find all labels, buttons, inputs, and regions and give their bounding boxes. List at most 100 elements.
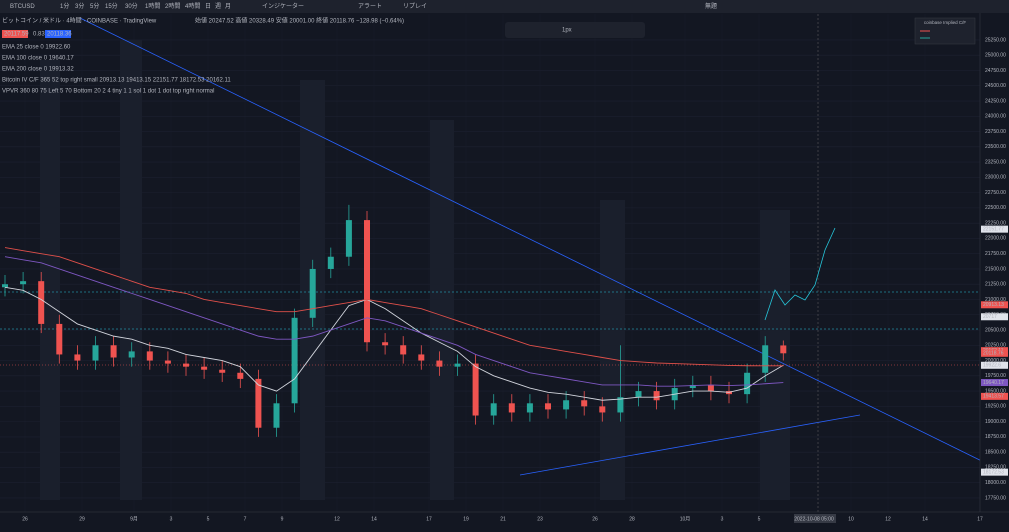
candle-body xyxy=(635,391,642,398)
x-tick-label: 3 xyxy=(721,516,724,522)
ema-line xyxy=(4,247,784,367)
interval[interactable]: 日 xyxy=(205,3,211,10)
y-tick-label: 23500.00 xyxy=(985,144,1006,150)
candle-body xyxy=(526,403,533,413)
candle-body xyxy=(653,391,660,401)
candle-body xyxy=(382,342,389,346)
ema-line xyxy=(4,256,784,387)
interval[interactable]: 1分 xyxy=(60,2,69,10)
candle-body xyxy=(707,384,714,392)
x-tick-label: 26 xyxy=(22,516,28,522)
candle-body xyxy=(2,284,8,288)
price-label-box xyxy=(981,361,1008,369)
y-tick-label: 18750.00 xyxy=(985,434,1006,440)
price-label: 22151.77 xyxy=(983,226,1004,232)
trend-line xyxy=(519,414,861,476)
price-label-box xyxy=(981,313,1008,321)
panel-title: coinbase Implied C/F xyxy=(924,20,967,25)
candle-body xyxy=(38,281,45,324)
interval[interactable]: 30分 xyxy=(125,2,138,10)
x-tick-label: 7 xyxy=(244,516,247,522)
candle-body xyxy=(780,345,787,354)
candle-body xyxy=(183,363,189,367)
price-label: 20913.13 xyxy=(983,302,1004,308)
candle-body xyxy=(689,384,696,389)
y-tick-label: 21250.00 xyxy=(985,282,1006,288)
y-tick-label: 19750.00 xyxy=(985,373,1006,379)
buy-price: 20118.36 xyxy=(47,32,72,38)
candle-body xyxy=(744,372,751,395)
y-tick-label: 25000.00 xyxy=(985,53,1006,59)
candle-body xyxy=(563,400,570,410)
interval[interactable]: 3分 xyxy=(75,2,84,10)
candle-body xyxy=(110,345,117,358)
candle-body xyxy=(219,369,226,373)
candle-body xyxy=(20,281,27,285)
interval[interactable]: 月 xyxy=(225,3,231,10)
x-tick-label: 21 xyxy=(500,516,506,522)
y-tick-label: 17750.00 xyxy=(985,495,1006,501)
x-tick-label: 10月 xyxy=(680,516,691,522)
interval[interactable]: 週 xyxy=(215,2,221,10)
interval[interactable]: 2時間 xyxy=(165,2,180,10)
indicators-button[interactable]: インジケーター xyxy=(262,2,304,10)
candle-body xyxy=(364,220,370,343)
candle-body xyxy=(599,406,606,413)
replay-button[interactable]: リプレイ xyxy=(403,3,427,10)
alert-button[interactable]: アラート xyxy=(358,3,382,10)
symbol[interactable]: BTCUSD xyxy=(10,4,35,10)
buy-box[interactable] xyxy=(45,30,71,38)
sell-box[interactable] xyxy=(2,30,28,38)
interval[interactable]: 4時間 xyxy=(185,2,200,10)
candle-body xyxy=(418,354,425,361)
y-tick-label: 19500.00 xyxy=(985,388,1006,394)
candle-body xyxy=(454,363,461,367)
intervals: 1分 3分 5分 15分 30分 1時間 2時間 4時間日週月 xyxy=(60,2,231,10)
legend-ohlc: 始値 20247.52 高値 20328.49 安値 20001.00 終値 2… xyxy=(195,17,404,25)
candle-body xyxy=(74,354,81,361)
y-tick-label: 19000.00 xyxy=(985,419,1006,425)
y-tick-label: 20500.00 xyxy=(985,327,1006,333)
line-width[interactable]: 1px xyxy=(562,28,572,34)
candle-body xyxy=(56,323,63,355)
price-label: 19922.6 xyxy=(983,363,1001,369)
candle-body xyxy=(545,403,551,410)
y-tick-label: 22750.00 xyxy=(985,190,1006,196)
x-tick-label: 9 xyxy=(281,516,284,522)
y-tick-label: 21750.00 xyxy=(985,251,1006,257)
price-label-box xyxy=(981,301,1008,309)
sell-price: 20117.59 xyxy=(4,32,29,38)
x-tick-label: 14 xyxy=(922,516,928,522)
study-label: EMA 100 close 0 19640.17 xyxy=(2,56,74,62)
legend-title: ビットコイン / 米ドル · 4時間 · COINBASE · TradingV… xyxy=(2,17,157,25)
interval[interactable]: 5分 xyxy=(90,2,99,10)
y-tick-label: 23250.00 xyxy=(985,159,1006,165)
y-tick-label: 20000.00 xyxy=(985,358,1006,364)
candle-body xyxy=(490,403,497,416)
y-tick-label: 21500.00 xyxy=(985,266,1006,272)
candle-body xyxy=(472,363,479,416)
study-label: EMA 200 close 0 19913.32 xyxy=(2,67,74,73)
candle-body xyxy=(255,378,262,428)
candle-body xyxy=(400,345,407,355)
candle-body xyxy=(273,403,280,428)
candle-body xyxy=(327,256,334,269)
y-tick-label: 22250.00 xyxy=(985,220,1006,226)
x-tick-label: 17 xyxy=(426,516,432,522)
candle-body xyxy=(345,220,352,257)
layout-name[interactable]: 無題 xyxy=(705,2,717,10)
x-tick-label: 5 xyxy=(758,516,761,522)
price-label: 18172.53 xyxy=(983,469,1004,475)
x-tick-label: 10 xyxy=(848,516,854,522)
study-label: EMA 25 close 0 19922.60 xyxy=(2,45,71,51)
trend-line xyxy=(79,17,1001,471)
drawing-toolbar xyxy=(505,22,645,38)
interval[interactable]: 1時間 xyxy=(145,2,160,10)
interval[interactable]: 15分 xyxy=(105,2,118,10)
y-tick-label: 24500.00 xyxy=(985,83,1006,89)
candle-body xyxy=(291,317,298,404)
candle-body xyxy=(309,268,316,318)
